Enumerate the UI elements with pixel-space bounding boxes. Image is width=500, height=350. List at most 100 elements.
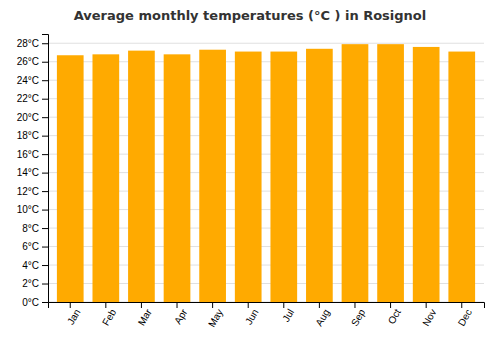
tick-label: 24°C [17,75,39,86]
bar [342,44,369,302]
tick: 4°C [22,260,48,271]
axis-line [42,35,49,303]
grid [48,43,484,302]
bar [199,50,226,302]
tick: 16°C [17,149,48,160]
tick-label: 4°C [22,260,39,271]
tick-mark [42,43,48,44]
tick-mark [283,302,284,308]
tick-mark [42,228,48,229]
tick: 12°C [17,186,48,197]
tick: Oct [386,302,403,326]
tick-mark [70,302,71,308]
tick: Aug [313,302,331,328]
tick-mark [212,302,213,308]
tick-mark [42,247,48,248]
bars [57,44,475,302]
tick-label: Oct [386,307,403,326]
axis-line [49,303,485,309]
tick-label: Apr [172,307,190,327]
bar [413,47,440,302]
tick-label: Nov [420,307,438,328]
tick-label: Sep [349,307,368,328]
tick: 2°C [22,278,48,289]
tick: Apr [172,302,190,326]
tick: 20°C [17,112,48,123]
tick: Jun [243,302,261,327]
tick-mark [177,302,178,308]
bar [57,55,84,302]
tick-label: 6°C [22,241,39,252]
tick-label: 0°C [22,297,39,308]
tick-label: Feb [100,307,118,328]
bar [377,44,404,302]
tick-label: Jan [65,307,83,326]
tick: Mar [136,302,154,328]
bar [235,52,262,302]
bar [92,54,119,302]
tick-label: 16°C [17,149,39,160]
tick-label: Mar [136,307,154,328]
tick-label: 10°C [17,204,39,215]
tick-label: Aug [313,307,331,328]
tick-label: 22°C [17,93,39,104]
tick-mark [461,302,462,308]
tick: Nov [420,302,438,328]
tick-label: 14°C [17,167,39,178]
tick-mark [105,302,106,308]
tick-label: 2°C [22,278,39,289]
tick-label: Jun [243,307,261,326]
tick-mark [42,191,48,192]
tick: 28°C [17,38,48,49]
tick: Jul [280,302,296,324]
tick: 24°C [17,75,48,86]
bar [448,52,475,302]
title: Average monthly temperatures (°C ) in Ro… [74,8,427,23]
tick-label: 18°C [17,130,39,141]
tick: Dec [456,302,474,328]
tick: May [206,302,225,329]
tick-mark [42,302,48,303]
bar [128,51,155,302]
tick: Feb [100,302,118,328]
tick-label: 28°C [17,38,39,49]
tick-mark [42,99,48,100]
grid-line [48,43,484,44]
tick-label: May [206,307,225,329]
bar [164,54,191,302]
tick-label: 26°C [17,56,39,67]
tick: 22°C [17,93,48,104]
tick-mark [42,173,48,174]
tick-mark [42,62,48,63]
tick-label: 20°C [17,112,39,123]
tick: 10°C [17,204,48,215]
tick: Sep [349,302,368,328]
tick-mark [42,284,48,285]
x-axis: Jan Feb Mar Apr May Jun Jul Aug Sep Oct Nov Dec [49,302,485,329]
plot: 0°C 2°C 4°C 6°C 8°C 10°C 12°C 14°C 16°C 18°C 20°C 2… [17,35,485,329]
bar [306,49,333,302]
tick-mark [141,302,142,308]
tick-mark [426,302,427,308]
tick: 26°C [17,56,48,67]
y-axis: 0°C 2°C 4°C 6°C 8°C 10°C 12°C 14°C 16°C 18°C 20°C 2… [17,35,49,308]
tick-label: Jul [280,307,296,324]
tick: 6°C [22,241,48,252]
tick-mark [42,80,48,81]
tick-mark [390,302,391,308]
tick-mark [354,302,355,308]
tick-mark [42,117,48,118]
tick-mark [319,302,320,308]
tick-label: 8°C [22,223,39,234]
tick: 8°C [22,223,48,234]
tick-mark [42,136,48,137]
tick: 14°C [17,167,48,178]
tick: 0°C [22,297,48,308]
tick-mark [42,154,48,155]
tick-mark [42,265,48,266]
tick: 18°C [17,130,48,141]
chart: 0°C 2°C 4°C 6°C 8°C 10°C 12°C 14°C 16°C 18°C 20°C 2… [0,0,500,350]
bar [270,52,297,302]
tick-mark [42,210,48,211]
tick-label: Dec [456,307,474,328]
